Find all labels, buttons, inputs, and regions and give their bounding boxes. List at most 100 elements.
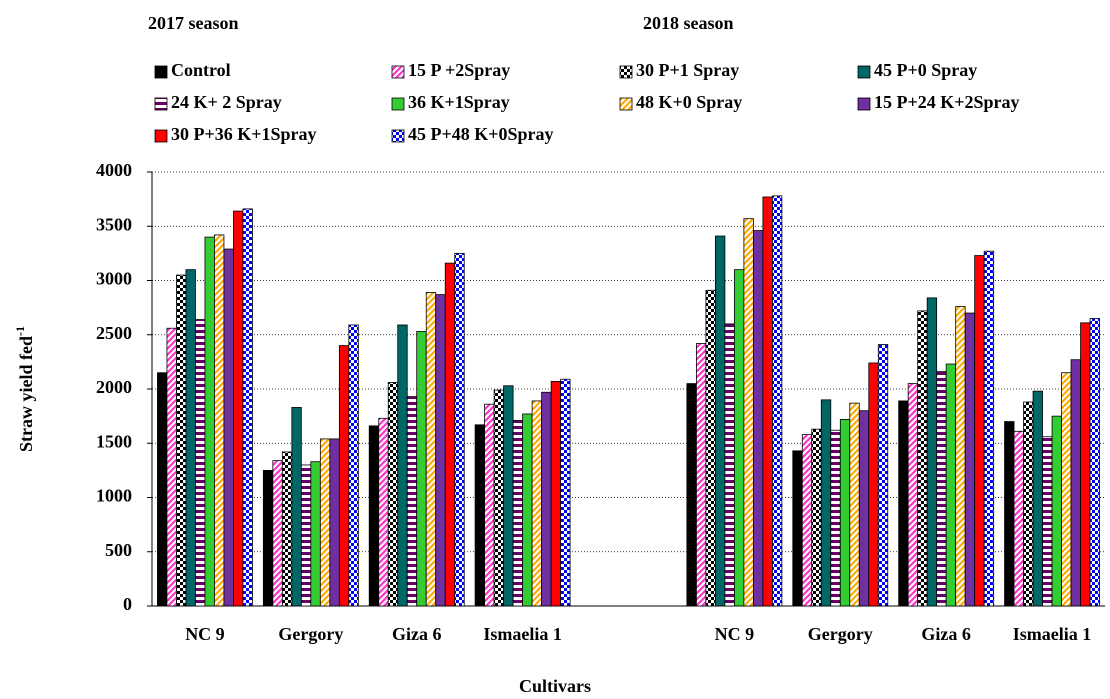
bar [503, 385, 514, 607]
bar [762, 196, 773, 607]
y-tick-label: 1500 [96, 431, 132, 451]
bar [425, 292, 437, 607]
bar [368, 425, 380, 607]
legend-label: 15 P+24 K+2Spray [874, 92, 1020, 112]
bar [936, 371, 947, 607]
bar [233, 210, 244, 607]
bar [1013, 430, 1024, 607]
bar [348, 324, 359, 607]
legend-label: 30 P+1 Spray [636, 60, 739, 80]
bar [329, 438, 340, 607]
x-tick-label: Giza 6 [921, 624, 971, 644]
bar [801, 434, 813, 607]
legend-label: 48 K+0 Spray [636, 92, 742, 112]
bar [176, 274, 187, 607]
bar [310, 461, 321, 607]
bar [1051, 415, 1062, 607]
bar [964, 312, 976, 607]
x-tick-label: NC 9 [185, 624, 225, 644]
bar [714, 235, 726, 607]
bar [1089, 318, 1100, 607]
legend-swatch [154, 97, 168, 111]
bar [195, 319, 206, 607]
bar [319, 438, 331, 607]
bar [484, 403, 495, 607]
bar [223, 248, 234, 607]
bar [378, 417, 389, 607]
bar [214, 234, 225, 607]
bar [811, 428, 822, 607]
bar [474, 424, 486, 607]
bar [512, 420, 524, 607]
bar [868, 362, 879, 607]
x-tick-label: Gergory [808, 624, 873, 644]
bar [416, 331, 427, 607]
x-tick-label: Ismaelia 1 [483, 624, 562, 644]
bar [858, 410, 870, 607]
bar [733, 269, 745, 607]
bar [705, 289, 716, 607]
bar [531, 400, 543, 607]
bar [157, 372, 168, 607]
bar [185, 269, 196, 607]
legend-label: 30 P+36 K+1Spray [171, 124, 317, 144]
bar [1032, 390, 1043, 607]
bar [262, 469, 274, 607]
legend-swatch [391, 129, 405, 143]
legend-label: 15 P +2Spray [408, 60, 510, 80]
bar [898, 400, 909, 607]
bar [686, 383, 697, 607]
bar [830, 429, 841, 607]
bar [281, 451, 293, 607]
y-axis-title-main: Straw yield fed [16, 336, 36, 452]
bar [1061, 372, 1072, 607]
bar [752, 230, 764, 607]
bar [1070, 359, 1081, 607]
bar [792, 450, 803, 607]
y-tick-label: 3500 [96, 214, 132, 234]
bar [550, 381, 562, 607]
bar [204, 236, 215, 607]
y-tick-label: 2500 [96, 323, 132, 343]
bar [522, 413, 533, 607]
legend-swatch [391, 97, 405, 111]
bar [907, 383, 919, 607]
legend-label: 45 P+48 K+0Spray [408, 124, 554, 144]
legend-label: 36 K+1Spray [408, 92, 510, 112]
bar [397, 324, 408, 607]
y-axis-title-sup: -1 [13, 326, 27, 336]
bar [1080, 322, 1091, 607]
bar [955, 306, 966, 607]
bar [983, 250, 995, 607]
y-tick-label: 0 [123, 594, 132, 614]
y-tick-label: 500 [105, 540, 132, 560]
bar [1042, 436, 1053, 607]
bar [839, 418, 851, 607]
legend-label: Control [171, 60, 231, 80]
legend-swatch [391, 65, 405, 79]
legend-label: 45 P+0 Spray [874, 60, 977, 80]
bar [406, 396, 418, 607]
y-tick-label: 3000 [96, 269, 132, 289]
x-tick-label: Ismaelia 1 [1013, 624, 1092, 644]
bar [454, 252, 465, 607]
y-tick-label: 2000 [96, 377, 132, 397]
bar [1004, 421, 1015, 607]
bar [695, 343, 707, 607]
legend-swatch [619, 65, 633, 79]
bar [877, 344, 889, 607]
bar [945, 363, 957, 607]
legend-swatch [857, 97, 871, 111]
legend-swatch [154, 129, 168, 143]
bar [444, 262, 456, 607]
bar [917, 310, 928, 607]
bar [849, 402, 860, 607]
bar [166, 327, 177, 607]
season-label: 2017 season [148, 13, 239, 33]
x-tick-label: NC 9 [715, 624, 755, 644]
bar [435, 294, 446, 607]
bar [242, 208, 253, 607]
bar [771, 195, 783, 607]
bar [560, 378, 571, 607]
